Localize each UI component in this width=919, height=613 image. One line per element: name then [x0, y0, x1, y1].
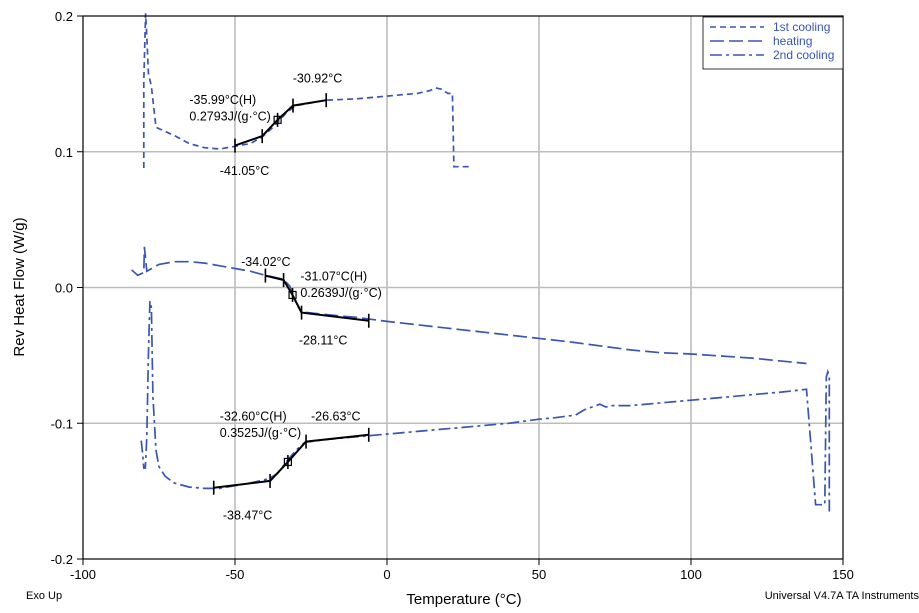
annotation-label: -34.02°C — [241, 255, 290, 269]
axes: -100 -50 0 50 100 150 -0.2 -0.1 0.0 0.1 0.2 — [51, 9, 854, 582]
x-tick-label: 100 — [680, 567, 702, 582]
x-tick-label: -100 — [70, 567, 96, 582]
y-tick-label: 0.0 — [55, 281, 73, 296]
exo-direction-label: Exo Up — [26, 590, 63, 602]
y-tick-label: -0.1 — [51, 416, 73, 431]
y-tick-label: 0.2 — [55, 9, 73, 24]
annotations: -30.92°C -35.99°C(H) 0.2793J/(g·°C) -41.05°… — [189, 72, 381, 523]
series-line — [131, 246, 807, 365]
y-tick-label: -0.2 — [51, 552, 73, 567]
legend-label: heating — [773, 34, 812, 48]
series-layer — [131, 13, 831, 512]
annotation-label: -38.47°C — [223, 509, 272, 523]
inflection-marker — [283, 457, 292, 467]
x-tick-label: -50 — [226, 567, 245, 582]
legend-box — [702, 16, 844, 70]
annotation-label: -26.63°C — [311, 410, 360, 424]
annotation-label: -28.11°C — [299, 334, 348, 348]
y-tick-label: 0.1 — [55, 145, 73, 160]
annotation-label: -35.99°C(H) — [189, 93, 256, 107]
y-axis-title: Rev Heat Flow (W/g) — [11, 217, 28, 356]
inflection-marker — [273, 115, 282, 124]
annotation-label: -41.05°C — [220, 164, 269, 178]
legend-label: 1st cooling — [773, 20, 830, 34]
series-line — [142, 13, 473, 168]
instrument-credit: Universal V4.7A TA Instruments — [764, 590, 919, 602]
annotation-label: 0.2639J/(g·°C) — [300, 286, 381, 300]
series-line — [139, 300, 831, 512]
x-tick-label: 0 — [383, 567, 390, 582]
annotation-label: -31.07°C(H) — [300, 270, 367, 284]
inflection-marker — [288, 290, 297, 300]
grid — [83, 16, 843, 559]
annotation-label: 0.2793J/(g·°C) — [189, 110, 270, 124]
annotation-label: -32.60°C(H) — [220, 410, 287, 424]
x-axis-title: Temperature (°C) — [406, 591, 521, 608]
legend-label: 2nd cooling — [773, 48, 834, 62]
x-tick-label: 50 — [532, 567, 546, 582]
annotation-label: -30.92°C — [293, 72, 342, 86]
annotation-label: 0.3525J/(g·°C) — [220, 426, 301, 440]
x-tick-label: 150 — [832, 567, 854, 582]
fit-layer — [212, 93, 370, 495]
